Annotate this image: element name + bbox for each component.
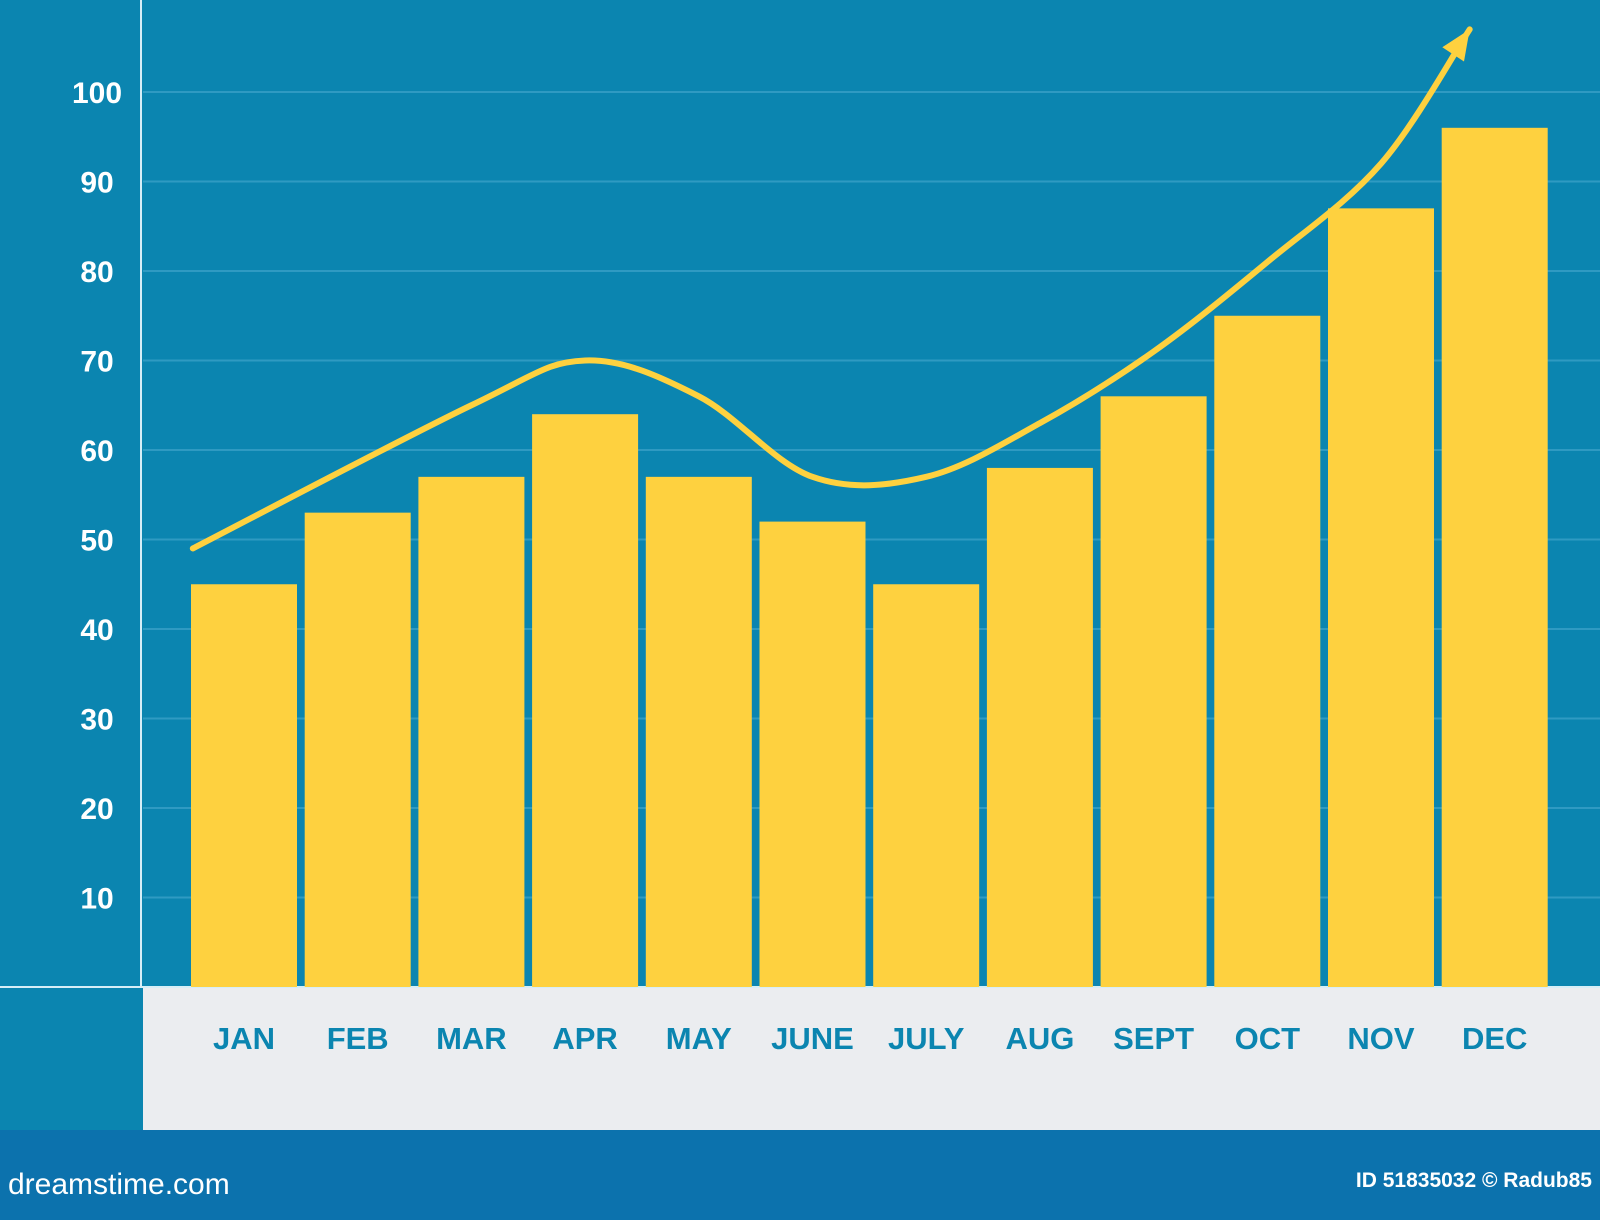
bar-sept — [1100, 396, 1207, 987]
trend-line — [189, 26, 1473, 552]
category-label-band — [143, 988, 1600, 1130]
y-tick-10: 10 — [80, 883, 113, 916]
bar-may — [645, 476, 752, 987]
x-tick-aug: AUG — [1005, 1021, 1074, 1056]
bar-june — [759, 521, 866, 987]
x-tick-sept: SEPT — [1113, 1021, 1194, 1056]
trend-arrow-head — [1442, 29, 1470, 62]
y-tick-70: 70 — [80, 346, 113, 379]
bar-oct — [1214, 315, 1321, 987]
bar-nov — [1328, 208, 1434, 988]
footer-credit: ID 51835032 © Radub85 — [1356, 1169, 1592, 1192]
bar-feb — [304, 512, 411, 987]
y-tick-90: 90 — [80, 167, 113, 200]
y-tick-labels: 10 20 30 40 50 60 70 80 90 100 — [72, 77, 122, 916]
x-tick-jan: JAN — [213, 1021, 275, 1056]
footer-bar — [0, 1130, 1600, 1220]
bar-jan — [191, 584, 297, 987]
x-tick-apr: APR — [552, 1021, 617, 1056]
bar-aug — [986, 467, 1093, 987]
y-tick-50: 50 — [80, 525, 113, 558]
bars — [191, 127, 1548, 988]
x-tick-mar: MAR — [436, 1021, 507, 1056]
footer-brand: dreamstime.com — [8, 1168, 230, 1201]
x-tick-feb: FEB — [327, 1021, 389, 1056]
y-tick-80: 80 — [80, 256, 113, 289]
bar-apr — [532, 414, 639, 987]
x-tick-june: JUNE — [771, 1021, 854, 1056]
y-tick-40: 40 — [80, 614, 113, 647]
trend-curve — [189, 26, 1473, 552]
y-tick-30: 30 — [80, 704, 113, 737]
bar-dec — [1441, 127, 1548, 988]
bar-july — [873, 584, 980, 987]
bar-mar — [418, 476, 525, 987]
x-tick-dec: DEC — [1462, 1021, 1527, 1056]
x-tick-oct: OCT — [1235, 1021, 1301, 1056]
y-tick-20: 20 — [80, 793, 113, 826]
x-tick-labels: JAN FEB MAR APR MAY JUNE JULY AUG SEPT OCT NOV DEC — [213, 1021, 1527, 1056]
x-tick-may: MAY — [666, 1021, 732, 1056]
y-tick-60: 60 — [80, 435, 113, 468]
x-tick-july: JULY — [888, 1021, 965, 1056]
y-tick-100: 100 — [72, 77, 122, 110]
x-tick-nov: NOV — [1347, 1021, 1415, 1056]
